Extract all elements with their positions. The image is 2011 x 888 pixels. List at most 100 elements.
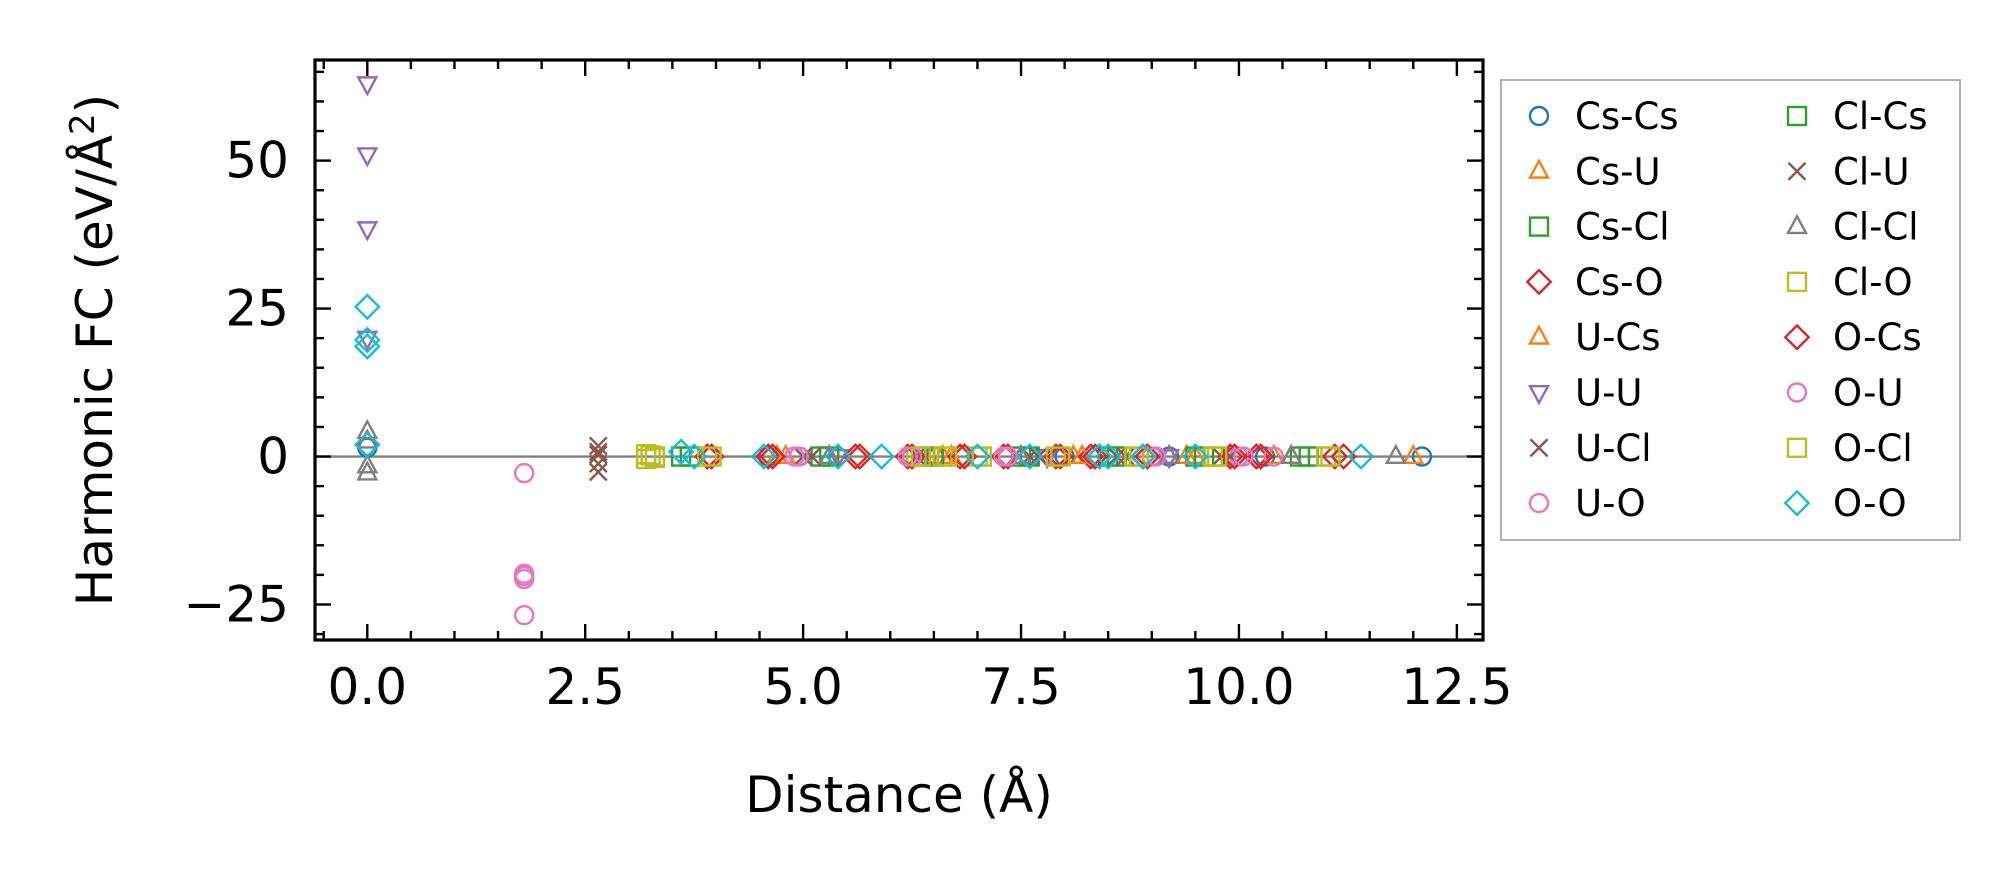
data-point xyxy=(640,445,661,466)
legend-marker xyxy=(1783,489,1811,517)
data-point xyxy=(356,460,379,481)
legend-item: O-Cl xyxy=(1786,427,1913,470)
legend-item: Cl-O xyxy=(1786,261,1913,304)
data-point xyxy=(1247,443,1275,470)
data-point xyxy=(588,445,608,465)
legend-marker xyxy=(1525,268,1553,296)
data-point xyxy=(667,438,695,466)
legend-label: Cs-U xyxy=(1575,150,1661,193)
data-point xyxy=(1050,446,1071,467)
data-point xyxy=(1280,443,1303,465)
legend-label: O-O xyxy=(1833,482,1907,525)
legend-marker xyxy=(1527,385,1551,406)
data-point xyxy=(356,221,379,242)
data-point xyxy=(1233,446,1254,467)
data-point xyxy=(1181,443,1209,470)
legend-marker xyxy=(1783,323,1811,351)
legend-label: O-U xyxy=(1833,372,1904,415)
legend-label: O-Cl xyxy=(1833,427,1913,470)
data-point xyxy=(513,462,535,484)
data-point xyxy=(1402,443,1425,465)
legend-label: Cs-Cl xyxy=(1575,206,1670,249)
legend-item: O-U xyxy=(1786,372,1904,415)
data-point xyxy=(759,443,787,470)
legend-marker xyxy=(1527,158,1551,179)
legend-label: U-O xyxy=(1575,482,1646,525)
legend-label: Cs-Cs xyxy=(1575,95,1679,138)
legend-marker xyxy=(1787,161,1807,181)
data-point xyxy=(750,443,778,470)
legend-marker xyxy=(1528,492,1550,514)
data-point xyxy=(701,446,722,467)
y-tick-label: 0 xyxy=(257,428,289,486)
y-axis-label-superscript: 2 xyxy=(63,113,103,135)
data-point xyxy=(356,147,379,168)
legend-item: O-O xyxy=(1783,482,1907,525)
data-point xyxy=(788,446,809,467)
data-point xyxy=(1320,446,1341,467)
data-point xyxy=(353,431,381,459)
y-tick-label: 50 xyxy=(225,132,289,190)
y-tick-label: 25 xyxy=(225,280,289,338)
x-tick-label: 12.5 xyxy=(1401,658,1512,716)
data-point xyxy=(1134,443,1161,470)
legend-marker xyxy=(1786,105,1808,127)
tick-marks xyxy=(315,60,1483,640)
legend-label: Cs-O xyxy=(1575,261,1664,304)
legend-label: Cl-O xyxy=(1833,261,1913,304)
data-point xyxy=(513,604,535,626)
data-point xyxy=(353,293,381,321)
x-tick-label: 5.0 xyxy=(763,658,843,716)
data-point xyxy=(936,446,958,467)
x-tick-label: 2.5 xyxy=(545,658,625,716)
legend-item: U-Cl xyxy=(1529,427,1652,470)
y-axis-label-main: Harmonic FC (eV/Å xyxy=(66,135,124,606)
data-point xyxy=(356,418,379,440)
legend-label: U-U xyxy=(1575,372,1643,415)
series-u-o xyxy=(513,446,1285,626)
legend-marker xyxy=(1528,216,1550,237)
legend-marker xyxy=(1786,437,1808,458)
x-tick-label: 7.5 xyxy=(981,658,1061,716)
data-point xyxy=(1016,443,1044,470)
legend-item: Cl-Cl xyxy=(1785,206,1919,249)
data-point xyxy=(754,443,782,470)
data-point xyxy=(353,326,381,354)
data-point xyxy=(356,76,379,97)
legend-item: Cl-U xyxy=(1787,150,1910,193)
tick-labels: 0.0 2.5 5.0 7.5 10.0 12.5 −25 0 25 50 xyxy=(183,132,1512,716)
data-point xyxy=(1321,443,1349,470)
data-point xyxy=(842,443,869,470)
legend: Cs-Cs Cs-U Cs-Cl Cs-O U-Cs U-U U-Cl U-O Cl-Cs Cl-… xyxy=(1500,79,1961,541)
data-point xyxy=(1242,443,1270,470)
legend-marker xyxy=(1527,324,1551,345)
data-point xyxy=(1081,443,1109,470)
legend-item: Cs-O xyxy=(1525,261,1664,304)
data-point xyxy=(1347,443,1375,470)
axis-labels: Distance (Å) Harmonic FC (eV/Å2) xyxy=(63,94,1053,824)
data-point xyxy=(824,443,852,470)
x-tick-label: 10.0 xyxy=(1183,658,1294,716)
data-point xyxy=(513,565,535,587)
y-axis-label-suffix: ) xyxy=(66,94,124,114)
x-axis-label: Distance (Å) xyxy=(745,766,1053,824)
legend-marker xyxy=(1529,438,1549,458)
legend-marker xyxy=(1786,271,1808,293)
data-point xyxy=(1029,447,1048,466)
data-point xyxy=(1129,443,1157,470)
legend-item: Cs-Cs xyxy=(1528,95,1679,138)
legend-label: Cl-Cl xyxy=(1833,206,1919,249)
data-point xyxy=(356,453,379,474)
plot-frame xyxy=(313,58,1485,642)
legend-item: U-O xyxy=(1528,482,1646,525)
legend-label: U-Cl xyxy=(1575,427,1652,470)
legend-frame xyxy=(1500,79,1961,541)
data-point xyxy=(1411,446,1433,467)
legend-item: U-U xyxy=(1527,372,1643,415)
y-axis-label: Harmonic FC (eV/Å2) xyxy=(63,94,124,606)
legend-marker xyxy=(1786,382,1808,403)
legend-item: Cl-Cs xyxy=(1786,95,1928,138)
data-point xyxy=(1107,447,1127,466)
legend-label: Cl-U xyxy=(1833,150,1910,193)
